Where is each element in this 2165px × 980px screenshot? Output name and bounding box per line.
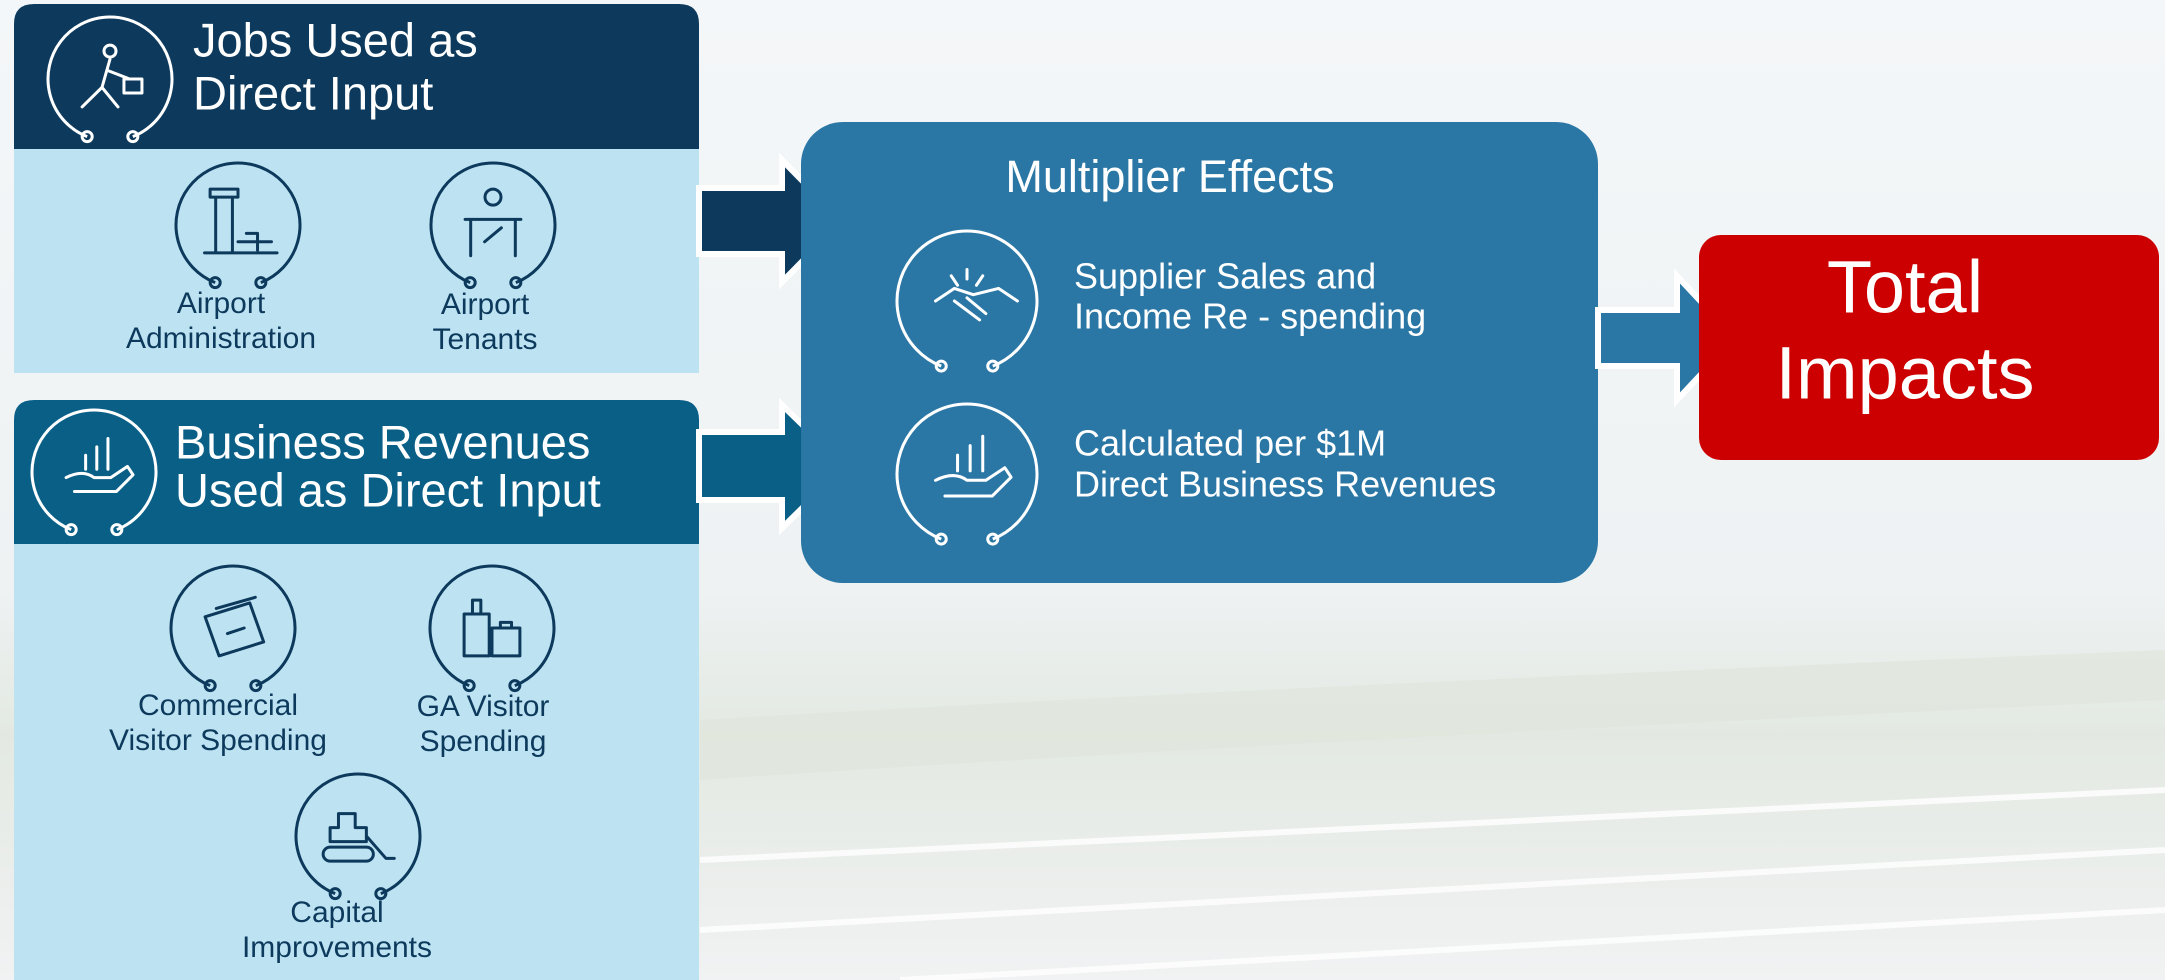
label: Jobs Used as <box>193 13 478 66</box>
label: GA Visitor <box>417 690 550 723</box>
label: Impacts <box>1775 332 2034 415</box>
label: Airport <box>441 288 530 321</box>
label: Airport <box>177 287 266 320</box>
label: Commercial <box>138 689 298 722</box>
page: Jobs Used asDirect InputAirportAdministr… <box>0 0 2165 980</box>
label: Direct Input <box>193 66 433 119</box>
label: Income Re - spending <box>1074 296 1426 337</box>
label: Total <box>1827 246 1983 329</box>
label: Supplier Sales and <box>1074 256 1376 297</box>
label: Improvements <box>242 931 432 964</box>
label: Visitor Spending <box>109 724 327 757</box>
label: Capital <box>290 896 383 929</box>
jobs-body <box>14 149 699 373</box>
label: Used as Direct Input <box>175 463 601 516</box>
label: Business Revenues <box>175 415 590 468</box>
label: Tenants <box>432 323 537 356</box>
label: Spending <box>420 725 547 758</box>
multiplier-title: Multiplier Effects <box>1005 151 1334 202</box>
label: Calculated per $1M <box>1074 423 1386 464</box>
label: Administration <box>126 322 316 355</box>
label: Direct Business Revenues <box>1074 464 1496 505</box>
diagram: Jobs Used asDirect InputAirportAdministr… <box>0 0 2165 980</box>
